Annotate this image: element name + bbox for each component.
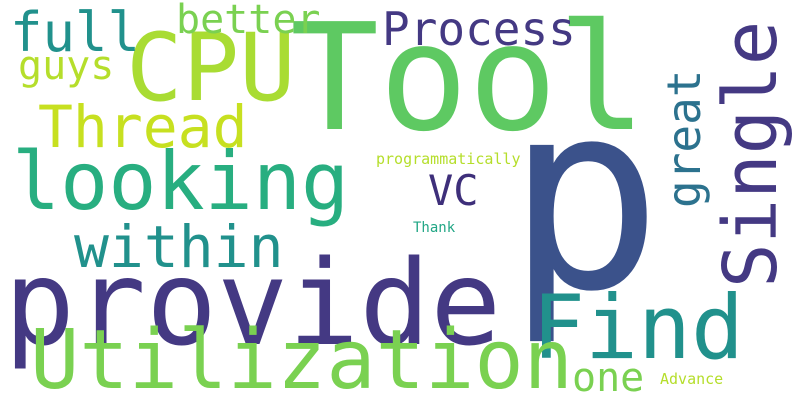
word-great: great — [657, 69, 711, 208]
word-utilization: Utilization — [30, 313, 574, 400]
word-p: p — [506, 47, 663, 349]
word-vc: VC — [428, 166, 479, 215]
word-thank: Thank — [413, 220, 456, 236]
word-process: Process — [382, 2, 576, 56]
word-provide: provide — [4, 234, 502, 372]
word-within: within — [74, 213, 284, 281]
word-looking: looking — [12, 135, 350, 228]
word-one: one — [572, 355, 645, 400]
word-guys: guys — [18, 43, 115, 89]
word-find: Find — [532, 276, 744, 379]
word-tool: Tool — [290, 0, 647, 164]
word-thread: Thread — [38, 93, 248, 161]
word-advance: Advance — [660, 370, 724, 388]
word-full: full — [10, 1, 141, 64]
word-better: better — [176, 0, 321, 43]
word-programmatically: programmatically — [376, 150, 521, 168]
word-cpu: CPU — [126, 14, 296, 123]
word-single: Single — [708, 20, 794, 288]
